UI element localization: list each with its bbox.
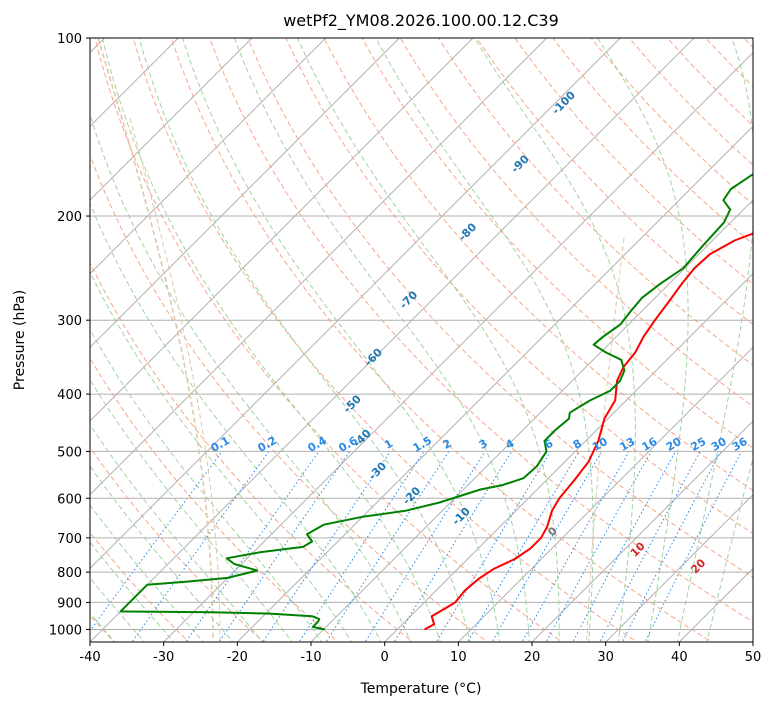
y-tick-label: 1000 xyxy=(49,623,82,638)
y-tick-label: 300 xyxy=(57,314,82,329)
chart-background-lines xyxy=(0,25,775,645)
adiabat-label: 10 xyxy=(628,539,648,559)
dry-adiabat-line xyxy=(286,38,775,644)
profile-lines xyxy=(121,38,775,630)
tan-dashed-curve xyxy=(98,38,213,638)
y-tick-label: 400 xyxy=(57,388,82,403)
dry-adiabat-line xyxy=(553,38,775,644)
temperature-profile-line xyxy=(425,38,775,630)
isotherm-line xyxy=(88,25,708,645)
isotherm-line xyxy=(0,25,339,645)
adiabat-label: -20 xyxy=(400,484,423,507)
y-tick-label: 900 xyxy=(57,596,82,611)
dry-adiabat-line xyxy=(324,38,775,644)
x-tick-label: -40 xyxy=(79,650,100,665)
mixing-ratio-line xyxy=(325,451,449,644)
adiabat-label: -70 xyxy=(397,288,420,311)
dry-adiabat-line xyxy=(95,38,566,644)
isotherm-line xyxy=(530,25,775,645)
isotherm-line xyxy=(382,25,775,645)
x-axis-label: Temperature (°C) xyxy=(360,681,482,697)
dry-adiabat-line xyxy=(438,38,775,644)
dry-adiabat-line xyxy=(515,38,775,644)
mixing-ratio-label: 6 xyxy=(542,437,555,452)
mixing-ratio-label: 4 xyxy=(503,437,516,452)
y-tick-label: 200 xyxy=(57,210,82,225)
mixing-ratio-line xyxy=(80,451,222,644)
isotherm-line xyxy=(0,25,413,645)
adiabat-label: -90 xyxy=(509,152,532,175)
adiabat-label: -50 xyxy=(341,392,364,415)
isotherm-line xyxy=(161,25,775,645)
y-tick-label: 100 xyxy=(57,32,82,47)
x-tick-label: 20 xyxy=(524,650,541,665)
moist-adiabat-line xyxy=(706,38,775,644)
dewpoint-profile-line xyxy=(121,38,775,630)
dry-adiabat-line xyxy=(0,38,341,644)
isotherm-line xyxy=(14,25,634,645)
y-tick-label: 700 xyxy=(57,532,82,547)
chart-title: wetPf2_YM08.2026.100.00.12.C39 xyxy=(283,11,559,31)
adiabat-label: -60 xyxy=(362,345,385,368)
adiabat-label: -80 xyxy=(456,220,479,243)
y-tick-label: 600 xyxy=(57,492,82,507)
isotherm-line xyxy=(0,25,192,645)
x-tick-label: 0 xyxy=(381,650,389,665)
adiabat-label: -30 xyxy=(366,459,389,482)
y-tick-label: 800 xyxy=(57,566,82,581)
dry-adiabat-line xyxy=(706,38,775,644)
moist-adiabat-line xyxy=(19,38,353,644)
y-axis-label: Pressure (hPa) xyxy=(12,290,28,390)
x-tick-label: -20 xyxy=(227,650,248,665)
dry-adiabat-line xyxy=(744,38,775,644)
mixing-ratio-label: 3 xyxy=(477,437,490,452)
moist-adiabat-line xyxy=(0,38,235,644)
x-tick-label: -30 xyxy=(153,650,174,665)
moist-adiabat-line xyxy=(139,38,470,644)
moist-adiabat-line xyxy=(183,38,501,644)
dry-adiabat-line xyxy=(57,38,491,644)
isotherm-line xyxy=(235,25,775,645)
x-tick-label: 10 xyxy=(450,650,467,665)
x-tick-label: 50 xyxy=(745,650,762,665)
adiabat-label: 0 xyxy=(545,524,560,539)
moist-adiabat-line xyxy=(298,38,560,644)
mixing-ratio-line xyxy=(572,451,676,644)
x-tick-label: 40 xyxy=(671,650,688,665)
isotherm-line xyxy=(309,25,775,645)
moist-adiabat-line xyxy=(71,38,412,644)
dry-adiabat-line xyxy=(362,38,775,644)
y-tick-label: 500 xyxy=(57,445,82,460)
dry-adiabat-line xyxy=(591,38,775,644)
moist-adiabat-line xyxy=(0,38,264,644)
mixing-ratio-label: 2 xyxy=(441,437,454,452)
x-tick-label: -10 xyxy=(300,650,321,665)
isotherm-line xyxy=(0,25,265,645)
mixing-ratio-line xyxy=(466,451,579,644)
isotherm-line xyxy=(456,25,775,645)
x-tick-label: 30 xyxy=(597,650,614,665)
adiabat-label: -100 xyxy=(549,88,578,117)
mixing-ratio-line xyxy=(644,451,742,644)
mixing-ratio-line xyxy=(364,451,485,644)
isotherm-line xyxy=(751,25,775,645)
